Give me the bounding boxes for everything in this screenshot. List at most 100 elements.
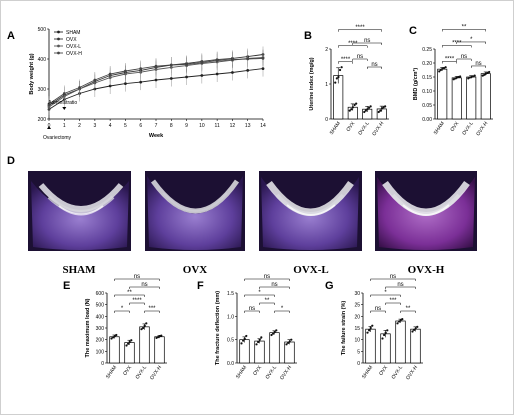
significance-label: **** xyxy=(355,25,365,31)
bar-data-point xyxy=(379,109,382,112)
bar-y-label: The failure strain (%) xyxy=(341,301,347,356)
chart-a-arrow-ovariectomy xyxy=(47,126,51,129)
chart-a-point xyxy=(185,75,188,79)
bar xyxy=(480,73,491,120)
significance-bracket xyxy=(442,61,457,64)
bar-y-tick-label: 0 xyxy=(325,117,328,123)
significance-bracket xyxy=(456,58,472,61)
significance-label: * xyxy=(121,306,124,312)
significance-bracket xyxy=(274,310,290,313)
bar-data-point xyxy=(384,105,387,108)
chart-a-arrow-administration xyxy=(62,107,67,110)
bar-data-point xyxy=(143,324,146,327)
chart-a-legend-marker xyxy=(57,30,60,34)
bar-y-label: Uterine index (mg/g) xyxy=(309,57,315,110)
ct-label-ovx: OVX xyxy=(183,264,208,276)
bar-data-point xyxy=(483,73,486,76)
bar-data-point xyxy=(272,332,275,335)
significance-label: ns xyxy=(375,306,381,312)
bar-data-point xyxy=(338,68,342,72)
bar-data-point xyxy=(383,333,386,337)
chart-a-point xyxy=(261,67,265,70)
bar-x-tick-label: OVX-L xyxy=(265,365,279,381)
bar-y-tick-label: 0.25 xyxy=(422,47,432,53)
bar-y-label: The fracture deflection (mm) xyxy=(215,291,221,365)
bar-data-point xyxy=(366,108,369,111)
bar-data-point xyxy=(438,70,441,73)
significance-bracket xyxy=(259,302,275,305)
chart-a-x-tick-label: 9 xyxy=(185,123,188,129)
significance-bracket xyxy=(385,286,416,289)
bar-data-point xyxy=(367,106,371,109)
ct-label-sham: SHAM xyxy=(63,264,97,276)
chart-a-legend-label: OVX-H xyxy=(66,51,82,57)
bar-data-point xyxy=(287,341,290,345)
chart-a-x-tick-label: 11 xyxy=(215,123,220,129)
bar-data-point xyxy=(160,334,163,337)
significance-label: * xyxy=(281,306,284,312)
bar-y-tick-label: 500 xyxy=(96,303,105,309)
bar-data-point xyxy=(386,329,389,332)
chart-a-point xyxy=(47,102,51,106)
bar-data-point xyxy=(112,336,115,339)
significance-label: ns xyxy=(475,61,481,67)
bar-data-point xyxy=(473,74,476,77)
bar-y-tick-label: 0.20 xyxy=(422,61,432,67)
chart-a-point xyxy=(62,92,66,95)
bar-data-point xyxy=(371,324,374,327)
bar-data-point xyxy=(255,343,258,346)
bar-data-point xyxy=(290,338,293,341)
chart-a-point xyxy=(93,78,97,82)
chart-f: 0.0 0.5 1.0 1.5 The fracture deflection (mm)… xyxy=(215,274,297,381)
significance-label: **** xyxy=(348,41,358,47)
bar-data-point xyxy=(369,326,372,330)
bar xyxy=(395,320,406,364)
chart-a-legend-marker xyxy=(57,51,60,55)
bar xyxy=(109,336,120,364)
bar-data-point xyxy=(380,107,384,110)
bar-data-point xyxy=(413,328,416,331)
bar-data-point xyxy=(140,328,143,331)
significance-label: ns xyxy=(364,38,370,44)
bar-x-tick-label: OVX-L xyxy=(357,121,371,137)
significance-bracket xyxy=(367,66,382,69)
chart-a-x-tick-label: 1 xyxy=(63,123,66,129)
significance-bracket xyxy=(114,278,160,281)
chart-e: 0 100 200 300 400 500 600 The maximum load (N) S… xyxy=(85,274,167,381)
chart-a-legend-label: OVX xyxy=(66,37,77,43)
significance-bracket xyxy=(114,294,145,297)
significance-bracket xyxy=(400,310,416,313)
bar-data-point xyxy=(258,338,261,341)
chart-a-x-tick-label: 6 xyxy=(139,123,142,129)
chart-a-x-tick-label: 13 xyxy=(245,123,251,129)
significance-bracket xyxy=(471,65,486,68)
significance-bracket xyxy=(442,29,486,32)
bar-data-point xyxy=(398,320,401,323)
chart-a-point xyxy=(154,64,158,68)
bar-x-tick-label: OVX xyxy=(122,364,133,377)
bar-data-point xyxy=(459,75,462,78)
significance-bracket xyxy=(456,41,486,44)
significance-label: ns xyxy=(134,274,140,280)
bar-y-tick-label: 100 xyxy=(96,349,105,355)
bar-x-tick-label: OVX xyxy=(252,364,263,377)
significance-label: **** xyxy=(452,40,462,46)
chart-a-x-tick-label: 2 xyxy=(78,123,81,129)
bar-data-point xyxy=(381,337,384,340)
bar-data-point xyxy=(401,318,404,321)
chart-a-y-tick-label: 200 xyxy=(38,117,47,123)
chart-a-annotation-ovariectomy: Ovariectomy xyxy=(43,135,72,141)
bar-x-tick-label: OVX-H xyxy=(149,364,163,381)
panel-letter-d: D xyxy=(7,155,15,167)
bar-x-tick-label: OVX-L xyxy=(135,365,149,381)
significance-label: ** xyxy=(265,298,270,304)
bar-y-label: BMD (g/cm³) xyxy=(412,68,419,101)
significance-bracket xyxy=(244,310,260,313)
significance-bracket xyxy=(244,278,290,281)
significance-label: **** xyxy=(341,57,351,63)
bar-y-tick-label: 2 xyxy=(325,47,328,53)
bar xyxy=(139,326,150,364)
significance-label: ns xyxy=(357,54,363,60)
bar-data-point xyxy=(110,337,113,340)
